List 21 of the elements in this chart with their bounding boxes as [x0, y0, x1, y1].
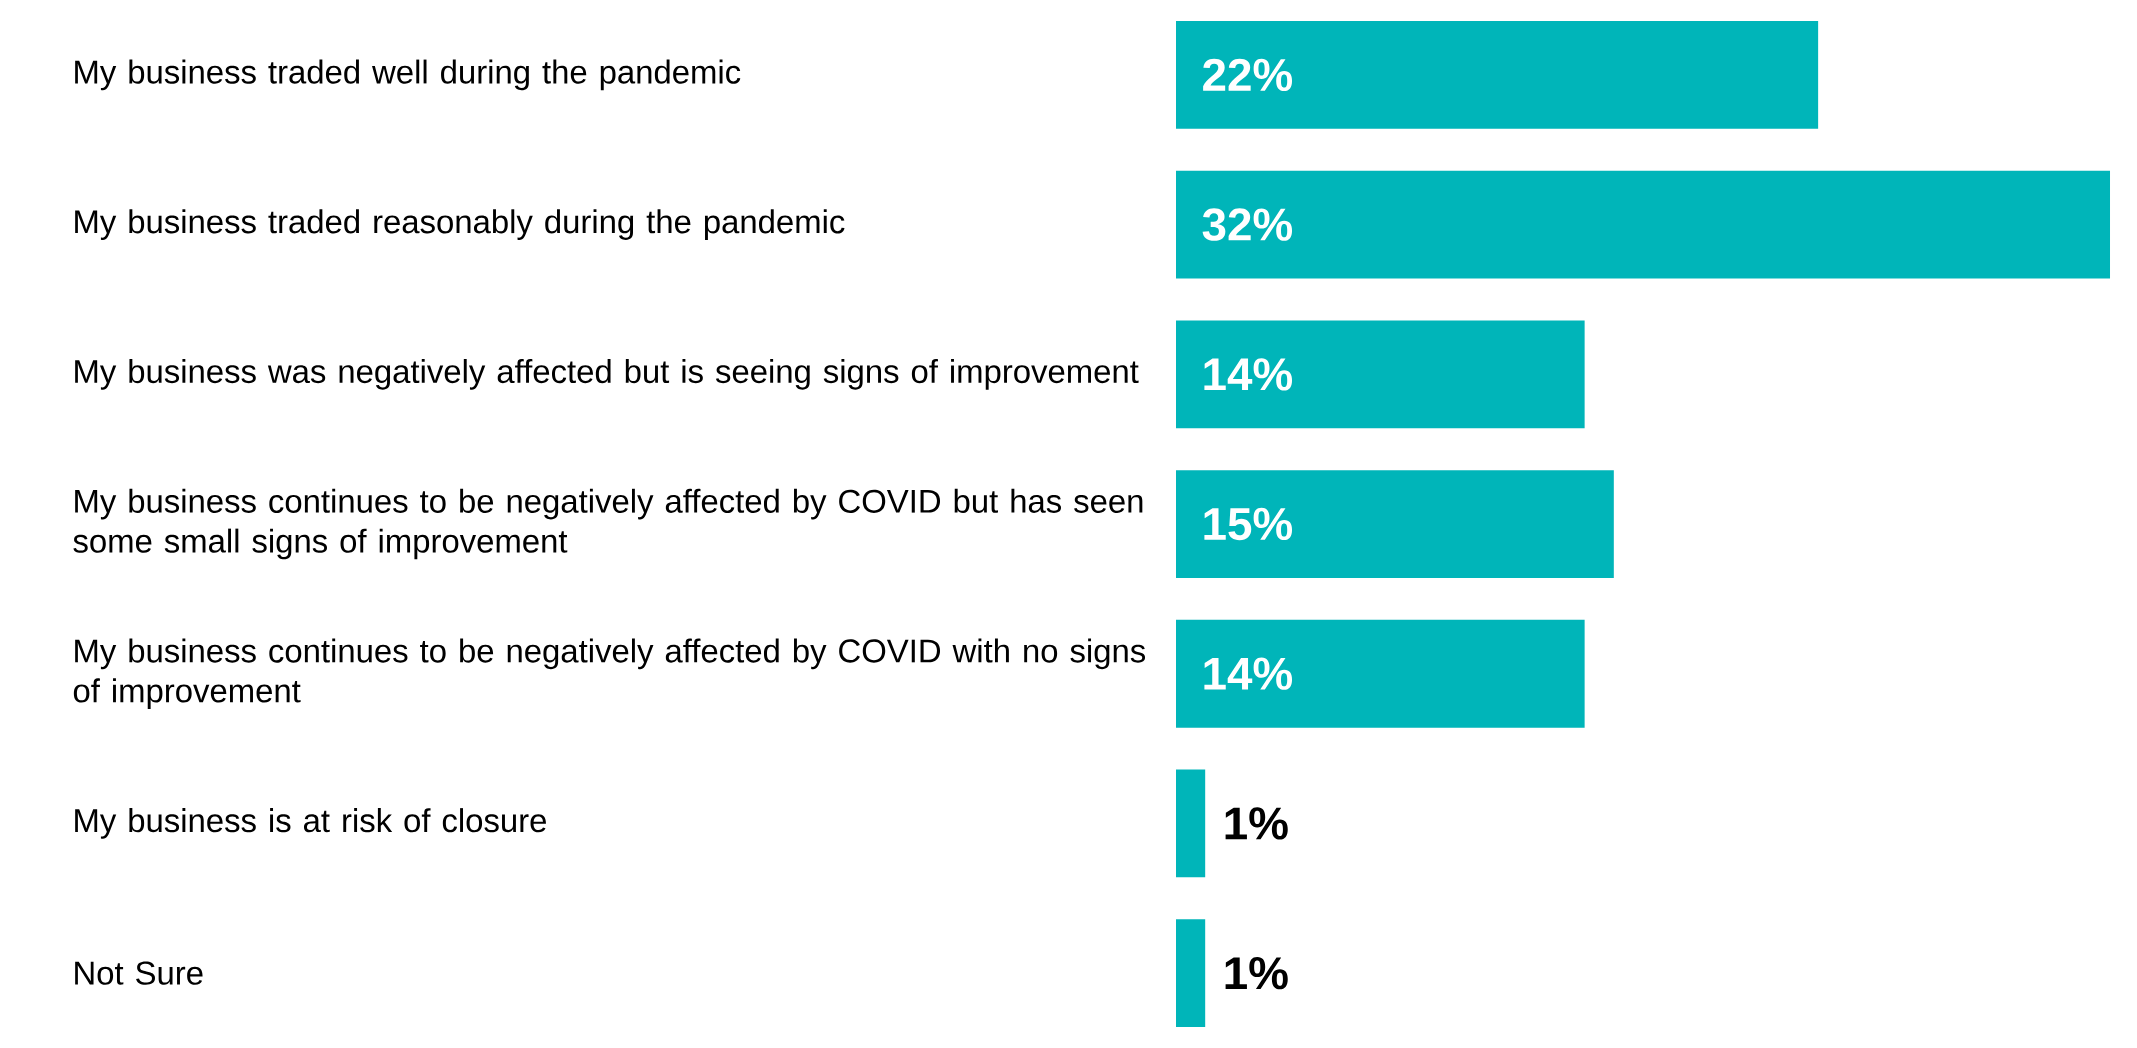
bar: [1176, 919, 1206, 1028]
bar: [1176, 320, 1585, 429]
y-tick-label: My business traded reasonably during the pandemic: [75, 209, 845, 240]
data-label: 32%: [1202, 208, 1293, 241]
y-tick-label: My business is at risk of closure: [75, 808, 546, 839]
bar: [1176, 619, 1585, 728]
bar: [1176, 470, 1614, 578]
y-tick-label: My business continues to be negatively affected by COVID but has seen some small signs of improvement: [73, 488, 1143, 560]
bar: [1176, 21, 1819, 129]
y-tick-label: My business was negatively affected but is seeing signs of improvement: [75, 358, 1139, 390]
y-tick-label: My business continues to be negatively affected by COVID with no signs of improvement: [73, 638, 1146, 709]
data-label: 15%: [1204, 507, 1293, 541]
data-label: 14%: [1204, 358, 1293, 391]
data-label: 14%: [1204, 657, 1293, 690]
bar: [1176, 170, 2111, 279]
y-tick-label: My business traded well during the pandemic: [75, 59, 741, 91]
data-label: 1%: [1225, 807, 1288, 840]
data-label: 1%: [1225, 957, 1288, 990]
y-tick-label: Not Sure: [75, 961, 203, 985]
data-label: 22%: [1203, 58, 1293, 92]
bar: [1176, 769, 1206, 878]
